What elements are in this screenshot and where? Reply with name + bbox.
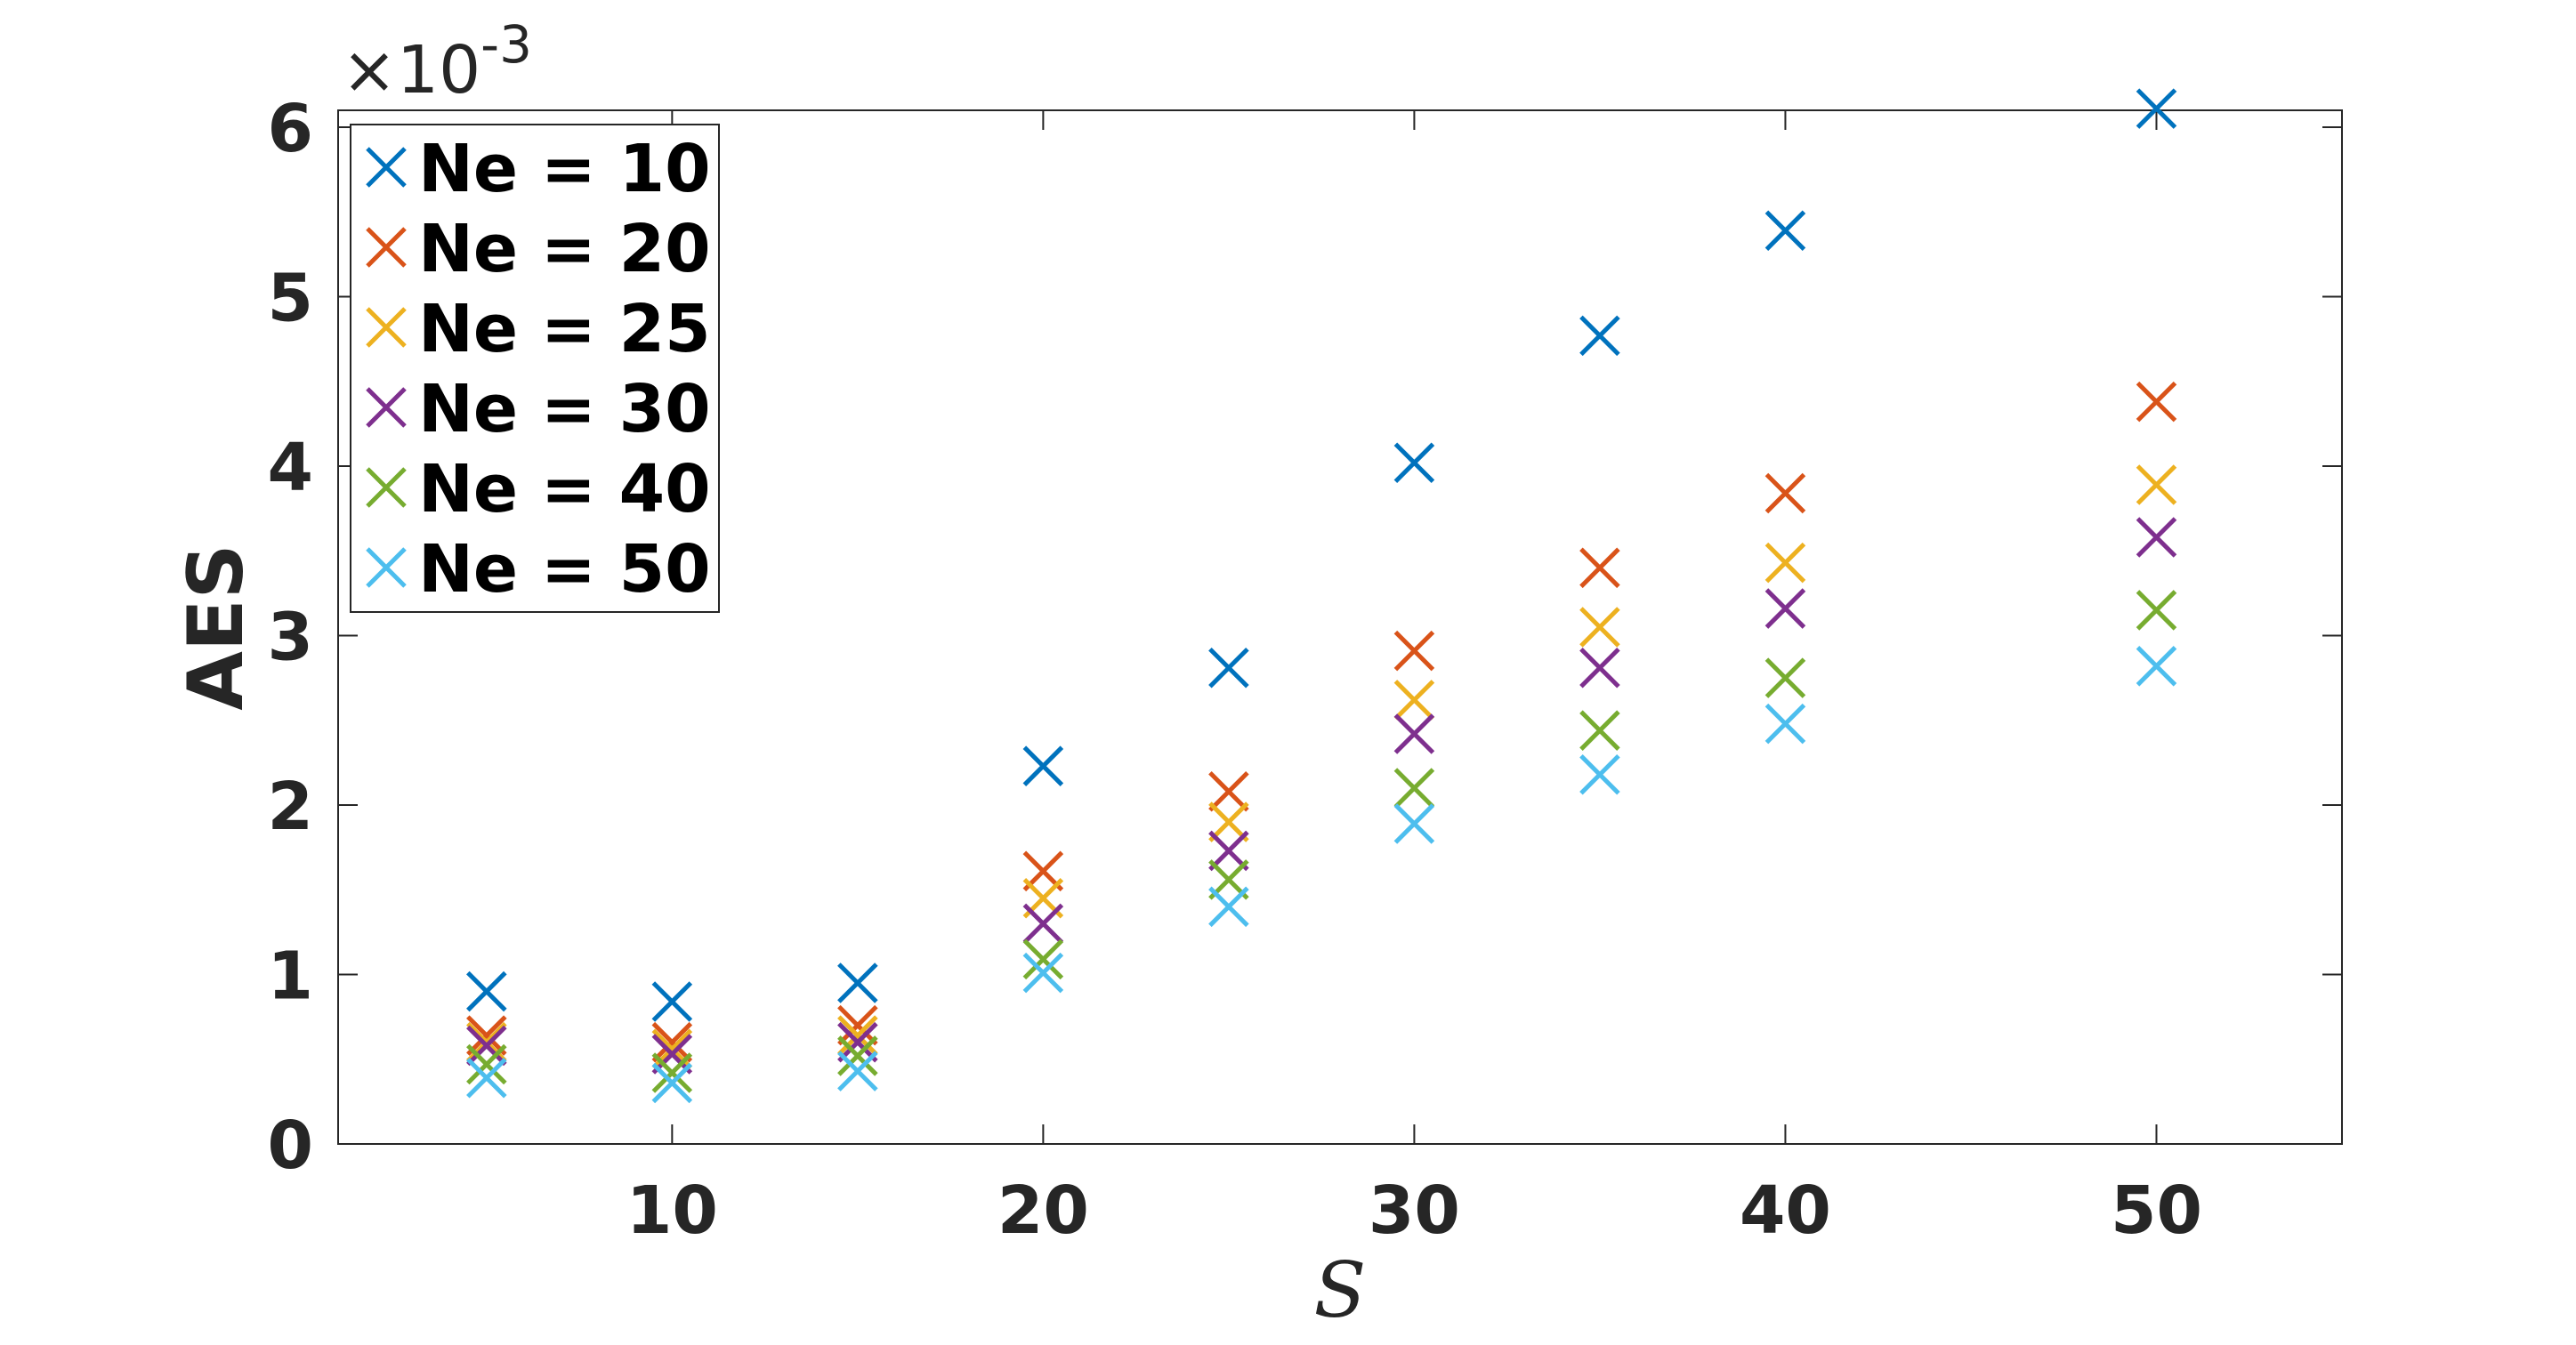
x-tick-label: 20: [997, 1172, 1089, 1249]
legend-entry: Ne = 30: [366, 371, 711, 447]
data-point: [2136, 646, 2177, 687]
legend-marker: [366, 227, 407, 268]
data-point: [2136, 590, 2177, 631]
data-point: [837, 1035, 878, 1076]
y-tick-label: 3: [268, 600, 314, 676]
legend-marker: [366, 547, 407, 588]
data-point: [2136, 464, 2177, 505]
data-point: [1393, 442, 1435, 483]
data-point: [466, 1025, 507, 1067]
legend-entry: Ne = 20: [366, 211, 711, 287]
legend-label: Ne = 10: [418, 131, 711, 207]
legend-entry: Ne = 40: [366, 451, 711, 528]
data-point: [1022, 745, 1064, 786]
data-point: [1579, 315, 1620, 357]
y-tick-label: 4: [268, 430, 314, 506]
x-axis-label: S: [1314, 1246, 1367, 1335]
data-point: [651, 1052, 693, 1093]
x-tick-label: 50: [2111, 1172, 2202, 1249]
data-point: [1022, 952, 1064, 994]
data-point: [1764, 210, 1806, 252]
legend-marker: [366, 307, 407, 348]
data-point: [466, 1015, 507, 1056]
data-point: [2136, 88, 2177, 129]
x-tick-label: 40: [1740, 1172, 1831, 1249]
data-point: [466, 970, 507, 1012]
data-point: [1208, 771, 1249, 812]
data-point: [1393, 630, 1435, 672]
data-point: [1579, 607, 1620, 648]
data-point: [837, 1021, 878, 1063]
data-point: [837, 1051, 878, 1091]
legend-marker: [366, 147, 407, 188]
data-point: [651, 1034, 693, 1075]
data-point: [1208, 886, 1249, 928]
data-point: [1764, 703, 1806, 745]
data-point: [1579, 710, 1620, 751]
legend-box: [350, 124, 720, 613]
y-tick-label: 2: [268, 769, 314, 845]
series-ne30: [466, 517, 2177, 1075]
data-point: [1208, 830, 1249, 872]
data-point: [651, 981, 693, 1022]
data-point: [837, 962, 878, 1003]
y-tick-label: 5: [268, 261, 314, 337]
data-point: [2136, 381, 2177, 423]
data-marks: [466, 88, 2177, 1104]
series-ne10: [466, 88, 2177, 1022]
data-point: [1208, 801, 1249, 842]
legend-label: Ne = 50: [418, 531, 711, 608]
x-tick-label: 10: [626, 1172, 718, 1249]
series-ne20: [466, 381, 2177, 1063]
data-point: [1393, 768, 1435, 809]
data-point: [1022, 903, 1064, 945]
data-point: [1022, 938, 1064, 980]
data-point: [1764, 472, 1806, 514]
data-point: [651, 1021, 693, 1063]
legend-marker: [366, 467, 407, 508]
x-tick-label: 30: [1369, 1172, 1460, 1249]
legend-label: Ne = 25: [418, 291, 711, 367]
data-point: [1764, 588, 1806, 629]
data-point: [1579, 753, 1620, 795]
data-point: [466, 1057, 507, 1099]
data-point: [1208, 647, 1249, 689]
data-point: [837, 1004, 878, 1046]
legend-entry: Ne = 10: [366, 131, 711, 207]
y-tick-label: 1: [268, 938, 314, 1015]
data-point: [2136, 517, 2177, 558]
data-point: [1579, 547, 1620, 589]
y-axis-multiplier: ×10-3: [342, 14, 532, 109]
data-point: [1393, 680, 1435, 721]
legend-entry: Ne = 25: [366, 291, 711, 367]
legend-marker: [366, 387, 407, 428]
data-point: [651, 1062, 693, 1104]
axis-ticks: 10 20 30 40 50 0 1 2 3 4 5 6: [268, 91, 2342, 1249]
legend-entry: Ne = 50: [366, 531, 711, 608]
data-point: [1393, 713, 1435, 754]
data-point: [1764, 542, 1806, 584]
data-point: [466, 1043, 507, 1085]
data-point: [1393, 803, 1435, 844]
y-tick-label: 0: [268, 1107, 314, 1184]
data-point: [1579, 647, 1620, 689]
legend-label: Ne = 40: [418, 451, 711, 528]
y-tick-label: 6: [268, 91, 314, 167]
data-point: [1764, 657, 1806, 698]
y-axis-label: AES: [172, 544, 261, 710]
data-point: [837, 1015, 878, 1056]
legend-label: Ne = 20: [418, 211, 711, 287]
series-ne50: [466, 646, 2177, 1104]
legend-label: Ne = 30: [418, 371, 711, 447]
